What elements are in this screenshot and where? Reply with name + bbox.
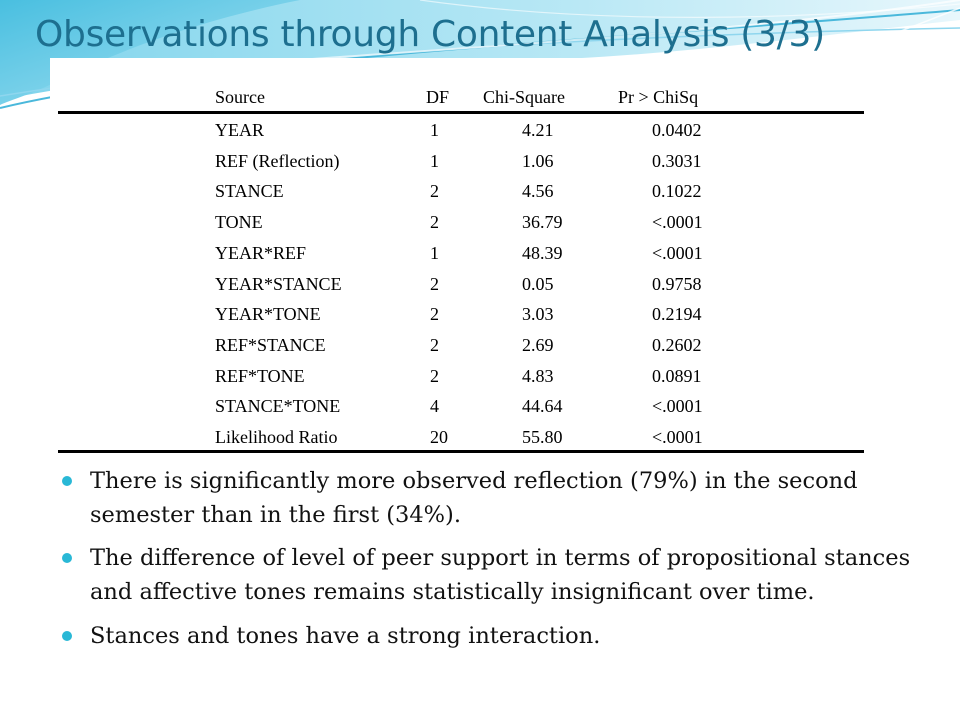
cell-source: YEAR*TONE xyxy=(215,304,321,325)
cell-source: STANCE xyxy=(215,181,284,202)
header-source: Source xyxy=(215,87,265,107)
cell-pr-chisq: 0.0402 xyxy=(652,120,702,140)
header-pr-chisq: Pr > ChiSq xyxy=(618,87,699,107)
cell-source: Likelihood Ratio xyxy=(215,427,338,447)
cell-chi-square: 2.69 xyxy=(522,334,554,355)
cell-chi-square: 44.64 xyxy=(522,396,563,417)
cell-pr-chisq: <.0001 xyxy=(652,242,703,263)
cell-df: 2 xyxy=(430,304,439,325)
cell-pr-chisq: 0.1022 xyxy=(652,181,702,202)
cell-df: 2 xyxy=(430,365,439,386)
cell-source: REF (Reflection) xyxy=(215,150,340,171)
cell-source: YEAR xyxy=(215,120,264,140)
cell-pr-chisq: 0.0891 xyxy=(652,365,702,386)
cell-df: 4 xyxy=(430,396,439,417)
header-rule xyxy=(58,111,864,114)
cell-df: 1 xyxy=(430,242,439,263)
cell-df: 20 xyxy=(430,427,448,447)
cell-source: YEAR*STANCE xyxy=(215,273,342,294)
cell-chi-square: 48.39 xyxy=(522,242,563,263)
cell-source: REF*TONE xyxy=(215,365,305,386)
header-chi-square: Chi-Square xyxy=(483,87,565,107)
cell-df: 1 xyxy=(430,120,439,140)
cell-pr-chisq: 0.2194 xyxy=(652,304,702,325)
bullet-list: There is significantly more observed ref… xyxy=(62,464,922,653)
cell-df: 2 xyxy=(430,273,439,294)
cell-source: YEAR*REF xyxy=(215,242,307,263)
bullet-text: Stances and tones have a strong interact… xyxy=(90,623,601,649)
bullet-item: There is significantly more observed ref… xyxy=(62,464,922,532)
header-df: DF xyxy=(426,87,450,107)
cell-df: 1 xyxy=(430,150,439,171)
bullet-dot-icon xyxy=(62,553,72,563)
cell-source: STANCE*TONE xyxy=(215,396,341,417)
cell-pr-chisq: 0.2602 xyxy=(652,334,702,355)
bullet-dot-icon xyxy=(62,476,72,486)
cell-chi-square: 0.05 xyxy=(522,273,554,294)
cell-pr-chisq: 0.3031 xyxy=(652,150,702,171)
cell-df: 2 xyxy=(430,334,439,355)
cell-chi-square: 4.83 xyxy=(522,365,554,386)
cell-pr-chisq: 0.9758 xyxy=(652,273,702,294)
chi-square-table: Source DF Chi-Square Pr > ChiSq YEAR 1 4.2… xyxy=(50,58,866,456)
cell-source: TONE xyxy=(215,212,263,233)
bullet-text: There is significantly more observed ref… xyxy=(90,468,858,528)
cell-chi-square: 4.56 xyxy=(522,181,554,202)
bullet-dot-icon xyxy=(62,631,72,641)
cell-chi-square: 1.06 xyxy=(522,150,554,171)
cell-chi-square: 4.21 xyxy=(522,120,554,140)
slide-title: Observations through Content Analysis (3… xyxy=(35,14,825,55)
bottom-rule xyxy=(58,450,864,453)
cell-pr-chisq: <.0001 xyxy=(652,396,703,417)
bullet-item: Stances and tones have a strong interact… xyxy=(62,619,922,653)
cell-chi-square: 55.80 xyxy=(522,427,563,447)
bullet-item: The difference of level of peer support … xyxy=(62,541,922,609)
bullet-text: The difference of level of peer support … xyxy=(90,545,911,605)
cell-chi-square: 3.03 xyxy=(522,304,554,325)
cell-pr-chisq: <.0001 xyxy=(652,427,703,447)
cell-df: 2 xyxy=(430,181,439,202)
cell-source: REF*STANCE xyxy=(215,334,326,355)
cell-df: 2 xyxy=(430,212,439,233)
cell-pr-chisq: <.0001 xyxy=(652,212,703,233)
cell-chi-square: 36.79 xyxy=(522,212,563,233)
